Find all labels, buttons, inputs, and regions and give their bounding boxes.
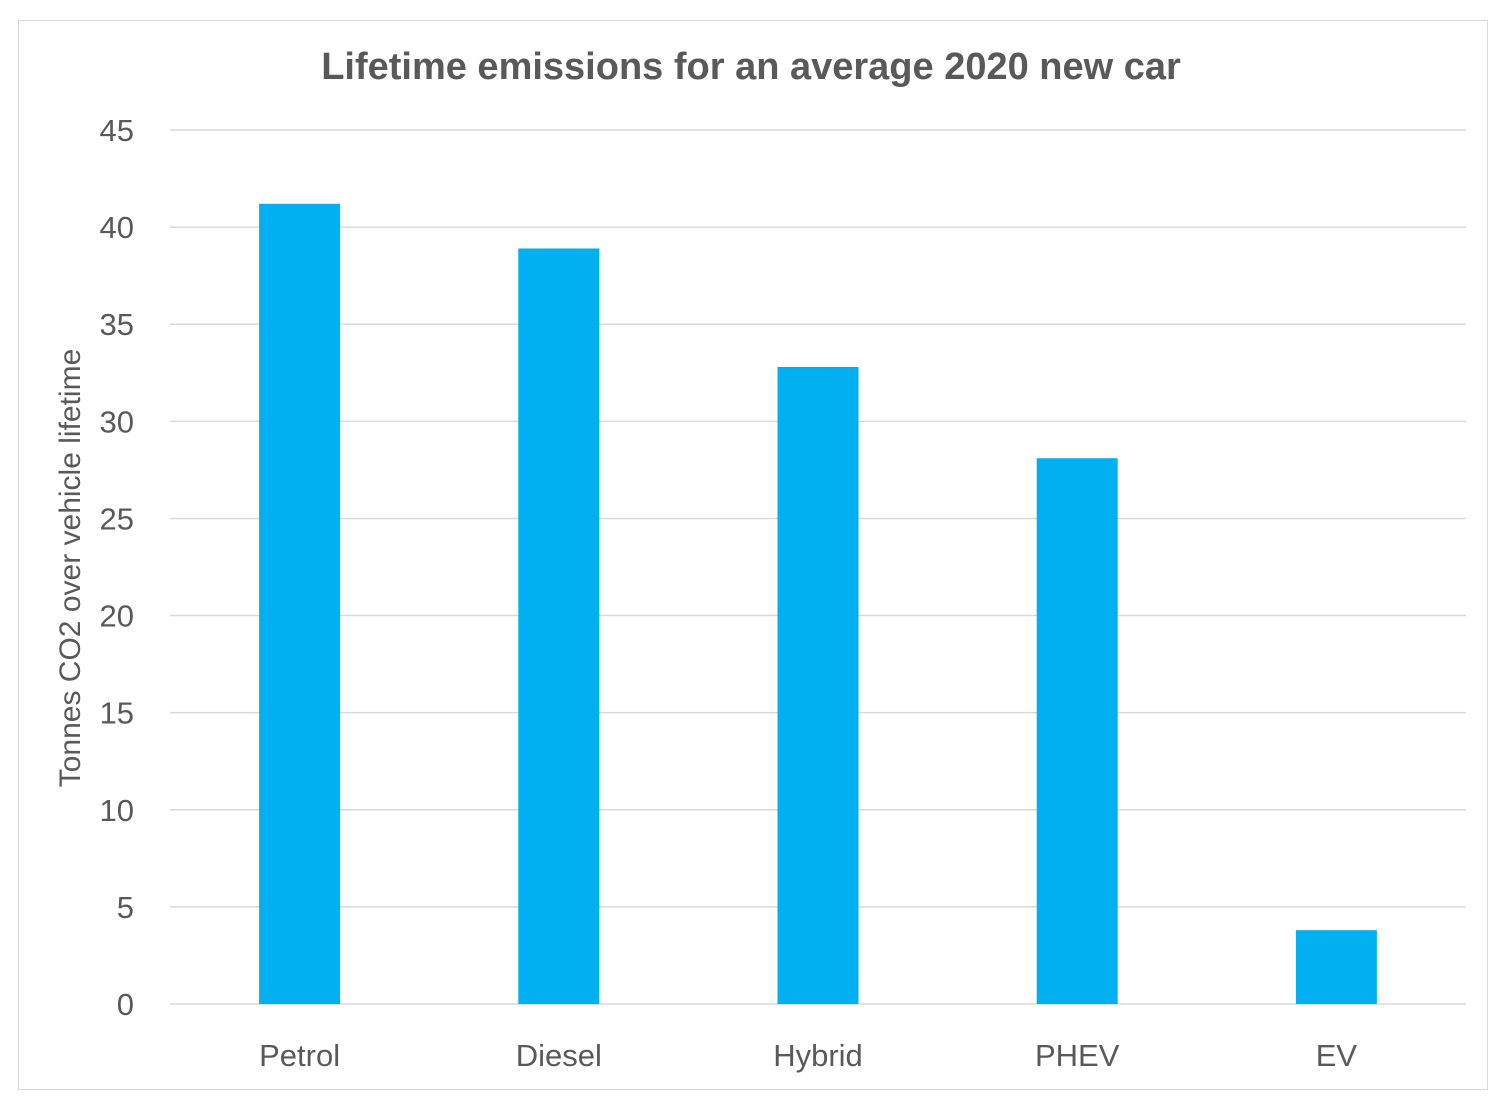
y-tick-label: 10 bbox=[100, 793, 134, 828]
gridlines bbox=[170, 129, 1466, 1005]
bar-diesel bbox=[518, 248, 600, 1004]
y-axis-title: Tonnes CO2 over vehicle lifetime bbox=[54, 349, 87, 788]
x-axis-ticks: Petrol Diesel Hybrid PHEV EV bbox=[259, 1038, 1357, 1073]
y-tick-label: 30 bbox=[100, 404, 134, 439]
y-axis-ticks: 0 5 10 15 20 25 30 35 40 45 bbox=[100, 113, 134, 1022]
bar-phev bbox=[1036, 458, 1118, 1004]
x-tick-label: Petrol bbox=[259, 1038, 340, 1073]
y-tick-label: 40 bbox=[100, 210, 134, 245]
y-tick-label: 25 bbox=[100, 501, 134, 536]
x-tick-label: Diesel bbox=[516, 1038, 602, 1073]
x-tick-label: EV bbox=[1316, 1038, 1358, 1073]
y-tick-label: 15 bbox=[100, 696, 134, 731]
y-tick-label: 35 bbox=[100, 307, 134, 342]
y-tick-label: 45 bbox=[100, 113, 134, 148]
y-tick-label: 5 bbox=[117, 890, 134, 925]
bar-ev bbox=[1295, 930, 1377, 1004]
bar-hybrid bbox=[777, 366, 859, 1004]
y-tick-label: 20 bbox=[100, 599, 134, 634]
x-tick-label: PHEV bbox=[1035, 1038, 1120, 1073]
x-tick-label: Hybrid bbox=[773, 1038, 863, 1073]
y-tick-label: 0 bbox=[117, 987, 134, 1022]
bar-petrol bbox=[259, 203, 341, 1004]
chart-title: Lifetime emissions for an average 2020 n… bbox=[321, 46, 1181, 88]
bars bbox=[259, 203, 1377, 1004]
